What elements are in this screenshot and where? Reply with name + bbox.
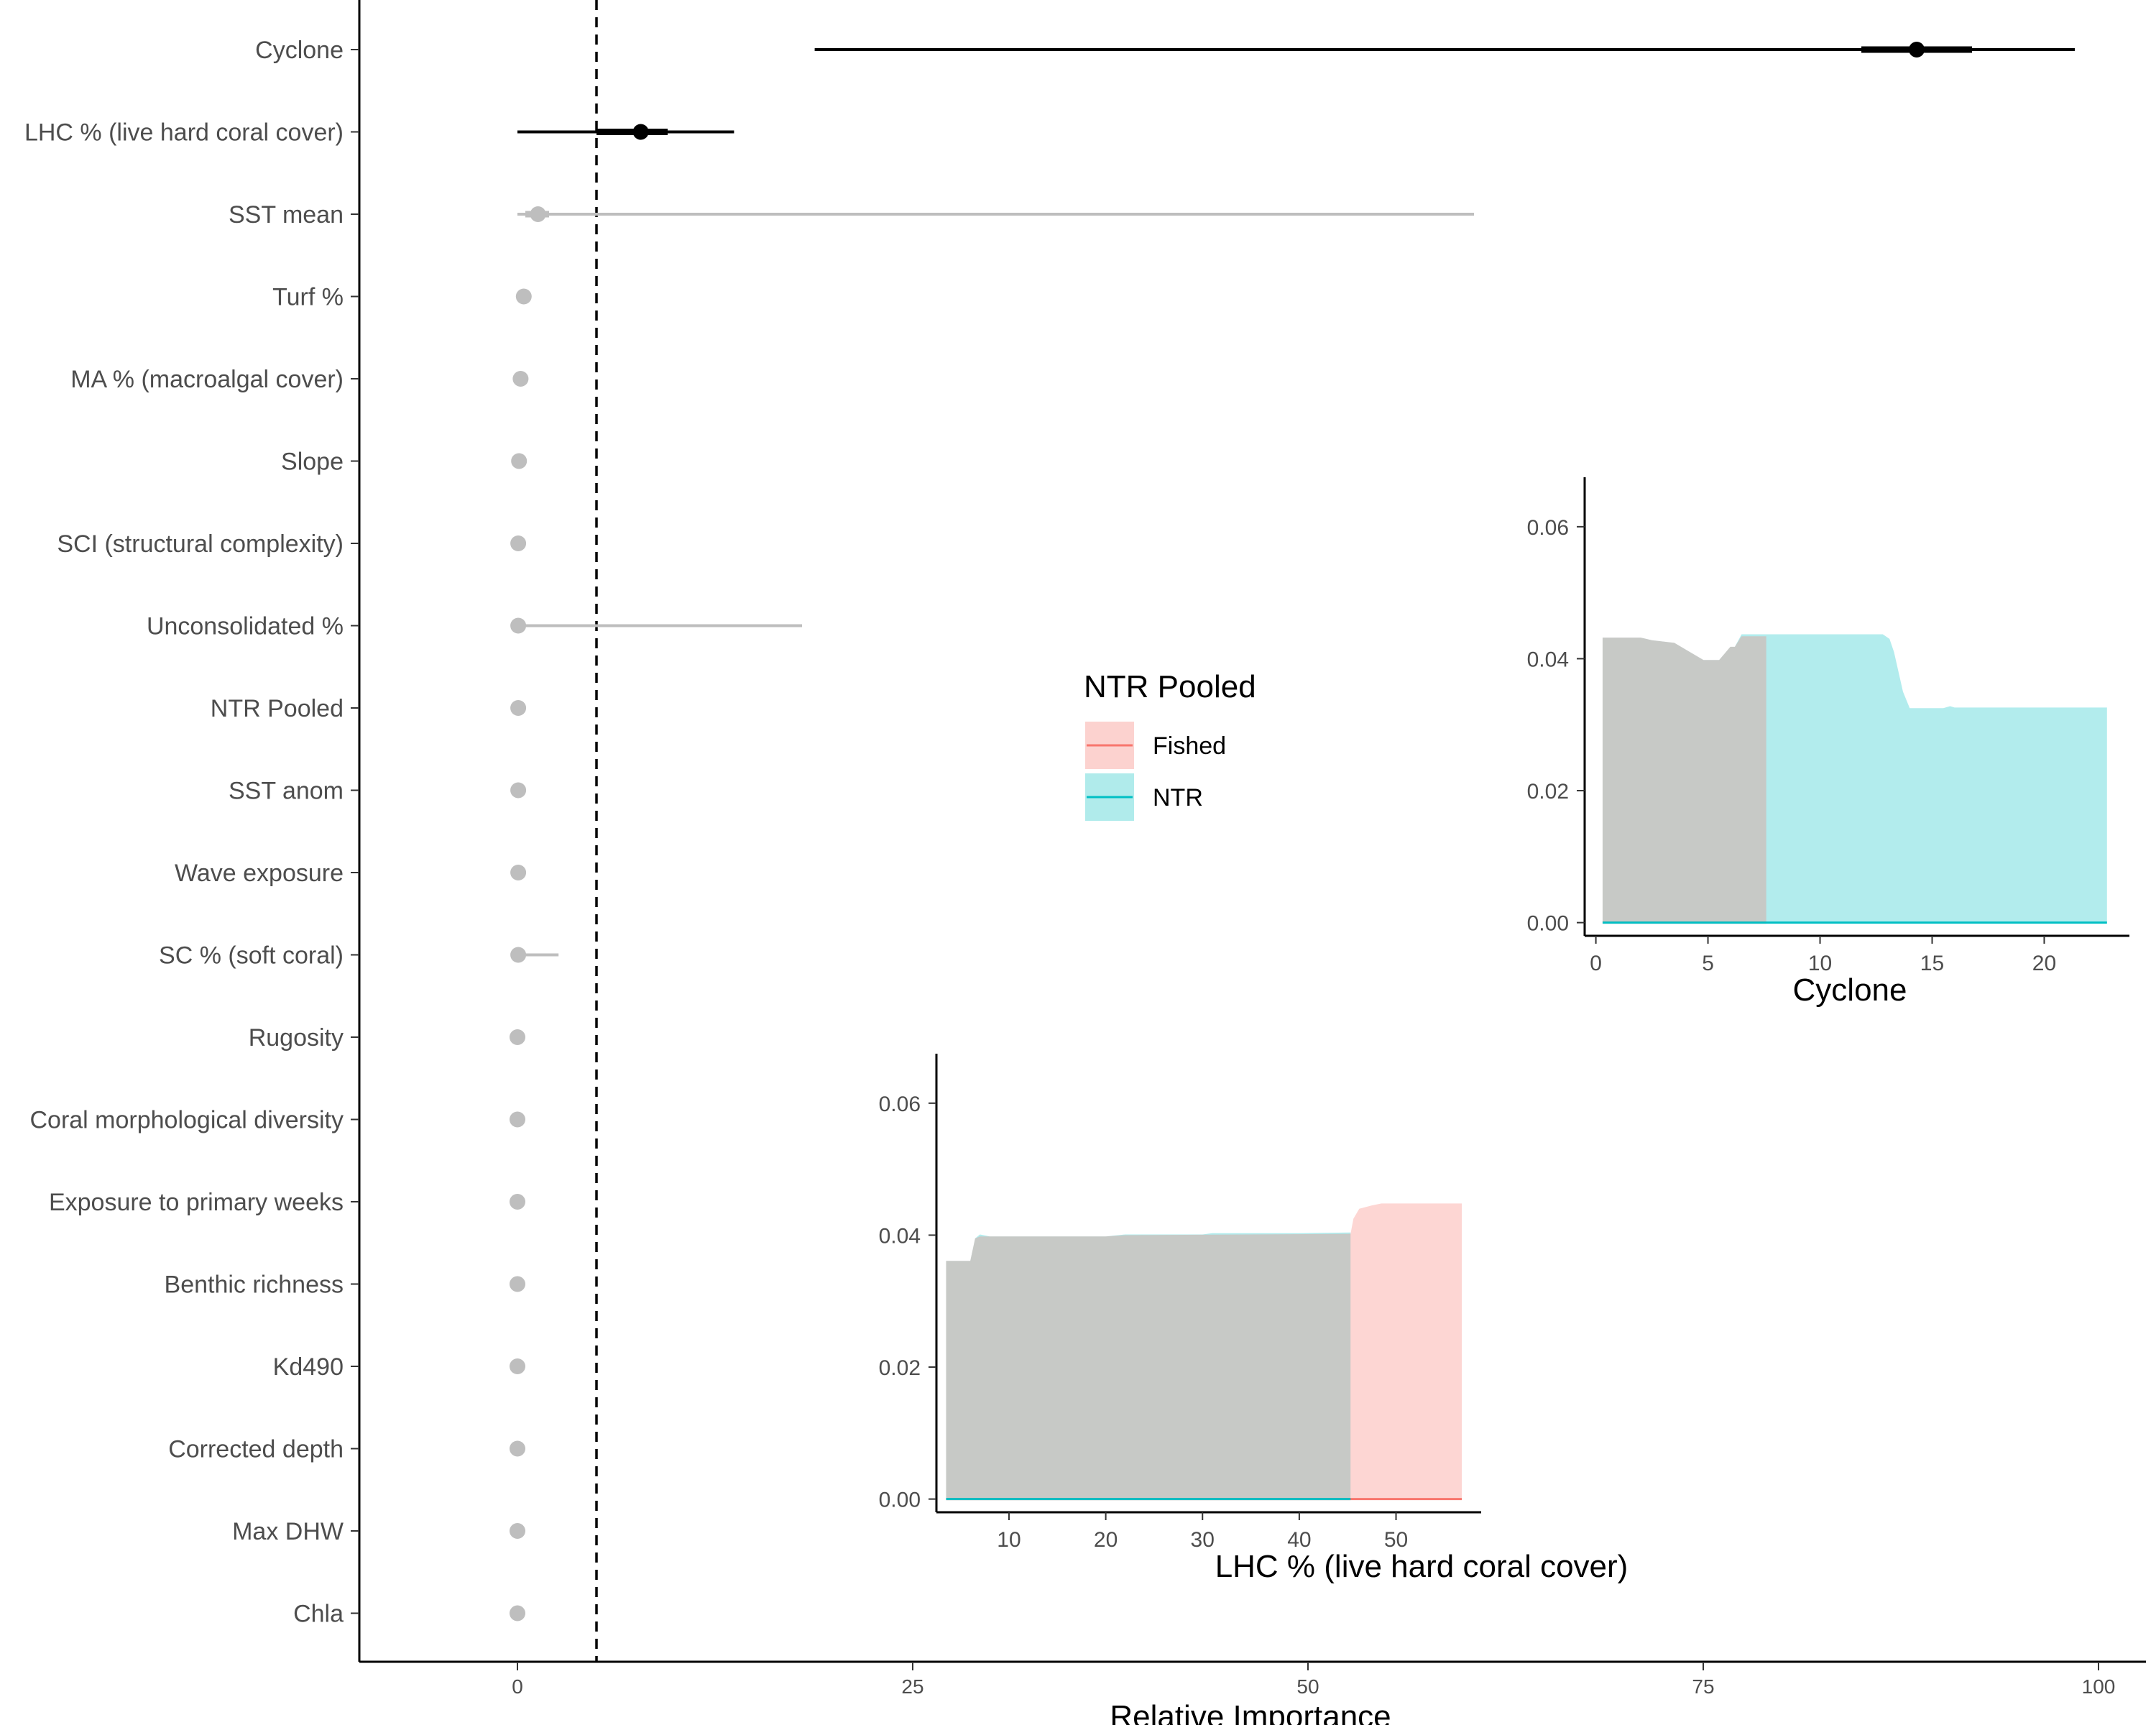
x-tick-label-50: 50 xyxy=(1296,1675,1319,1698)
cyclone-inset-x-tick-label-5: 5 xyxy=(1702,952,1714,975)
legend-label-ntr: NTR xyxy=(1153,784,1203,811)
lhc-inset-x-tick-label-20: 20 xyxy=(1094,1528,1118,1552)
x-axis-title: Relative Importance xyxy=(1110,1699,1391,1725)
y-tick-label-ntr-pooled: NTR Pooled xyxy=(211,695,344,722)
median-point-kd490 xyxy=(510,1358,525,1374)
lhc-inset-x-title: LHC % (live hard coral cover) xyxy=(1215,1549,1628,1584)
y-tick-label-coral-morphological-diversity: Coral morphological diversity xyxy=(29,1107,344,1134)
median-point-sci-structural-complexity xyxy=(510,535,527,551)
cyclone-inset-x-tick-label-0: 0 xyxy=(1590,952,1602,975)
lhc-inset-x-tick-label-50: 50 xyxy=(1384,1528,1408,1552)
median-point-lhc-live-hard-coral-cover xyxy=(632,124,649,140)
y-tick-label-chla: Chla xyxy=(293,1601,344,1628)
y-tick-label-cyclone: Cyclone xyxy=(255,37,344,64)
median-point-cyclone xyxy=(1909,42,1925,58)
median-point-corrected-depth xyxy=(510,1440,525,1457)
y-tick-label-ma-macroalgal-cover: MA % (macroalgal cover) xyxy=(70,366,344,393)
y-tick-label-unconsolidated: Unconsolidated % xyxy=(147,613,344,640)
y-tick-label-lhc-live-hard-coral-cover: LHC % (live hard coral cover) xyxy=(24,119,344,147)
median-point-sst-anom xyxy=(510,782,527,799)
median-point-rugosity xyxy=(510,1029,525,1045)
lhc-inset-x-tick-label-30: 30 xyxy=(1191,1528,1215,1552)
median-point-max-dhw xyxy=(510,1523,525,1539)
y-tick-label-slope: Slope xyxy=(281,448,344,476)
lhc-inset-area-ntr xyxy=(946,1232,1351,1499)
median-point-sc-soft-coral xyxy=(510,947,527,963)
lhc-inset-plot: 10 20 30 40 50 0.00 0.02 0.04 0.06 xyxy=(879,1054,1481,1552)
median-point-benthic-richness xyxy=(510,1276,525,1292)
median-point-coral-morphological-diversity xyxy=(510,1111,525,1128)
lhc-inset-y-tick-label-0.06: 0.06 xyxy=(879,1092,921,1116)
median-point-ntr-pooled xyxy=(510,700,527,716)
lhc-inset-area-fished xyxy=(946,1203,1462,1499)
y-tick-label-max-dhw: Max DHW xyxy=(232,1518,344,1545)
median-point-slope xyxy=(511,453,528,469)
cyclone-inset-y-tick-label-0.02: 0.02 xyxy=(1527,780,1569,804)
lhc-inset-y-tick-label-0.00: 0.00 xyxy=(879,1489,921,1512)
cyclone-inset-area-ntr xyxy=(1602,634,2107,923)
legend-title: NTR Pooled xyxy=(1084,669,1256,704)
median-point-unconsolidated xyxy=(510,617,527,634)
x-tick-label-0: 0 xyxy=(512,1675,523,1698)
cyclone-inset-x-tick-label-10: 10 xyxy=(1808,952,1832,975)
y-tick-label-turf: Turf % xyxy=(272,284,344,311)
y-tick-label-sst-anom: SST anom xyxy=(229,778,344,805)
y-tick-label-exposure-to-primary-weeks: Exposure to primary weeks xyxy=(49,1189,344,1216)
legend-label-fished: Fished xyxy=(1153,732,1226,760)
x-tick-label-100: 100 xyxy=(2082,1675,2116,1698)
cyclone-inset-x-tick-label-15: 15 xyxy=(1920,952,1944,975)
cyclone-inset-area-fished xyxy=(1602,636,1766,923)
y-tick-label-benthic-richness: Benthic richness xyxy=(165,1271,344,1299)
y-tick-label-sst-mean: SST mean xyxy=(229,201,344,229)
median-point-ma-macroalgal-cover xyxy=(512,371,529,387)
y-tick-label-sc-soft-coral: SC % (soft coral) xyxy=(159,942,344,970)
cyclone-inset-y-tick-label-0.00: 0.00 xyxy=(1527,912,1569,936)
y-tick-label-kd490: Kd490 xyxy=(273,1353,344,1381)
y-tick-label-corrected-depth: Corrected depth xyxy=(168,1436,344,1463)
y-tick-label-rugosity: Rugosity xyxy=(249,1024,344,1052)
median-point-turf xyxy=(515,288,532,305)
lhc-inset-y-tick-label-0.04: 0.04 xyxy=(879,1224,921,1248)
cyclone-inset-y-tick-label-0.04: 0.04 xyxy=(1527,648,1569,671)
legend: NTR Pooled Fished NTR xyxy=(1084,669,1256,821)
median-point-chla xyxy=(510,1605,525,1622)
x-tick-label-25: 25 xyxy=(901,1675,923,1698)
y-tick-label-wave-exposure: Wave exposure xyxy=(175,860,344,887)
cyclone-inset-x-tick-label-20: 20 xyxy=(2032,952,2056,975)
cyclone-inset-y-tick-label-0.06: 0.06 xyxy=(1527,516,1569,540)
cyclone-inset-x-title: Cyclone xyxy=(1793,972,1907,1008)
cyclone-inset-plot: 0 5 10 15 20 0.00 0.02 0.04 0.06 xyxy=(1527,477,2129,975)
median-point-exposure-to-primary-weeks xyxy=(510,1194,525,1210)
median-point-sst-mean xyxy=(530,206,546,222)
median-point-wave-exposure xyxy=(510,865,527,880)
lhc-inset-x-tick-label-40: 40 xyxy=(1287,1528,1311,1552)
y-tick-label-sci-structural-complexity: SCI (structural complexity) xyxy=(57,530,344,558)
x-tick-label-75: 75 xyxy=(1692,1675,1714,1698)
lhc-inset-x-tick-label-10: 10 xyxy=(997,1528,1021,1552)
lhc-inset-y-tick-label-0.02: 0.02 xyxy=(879,1356,921,1380)
